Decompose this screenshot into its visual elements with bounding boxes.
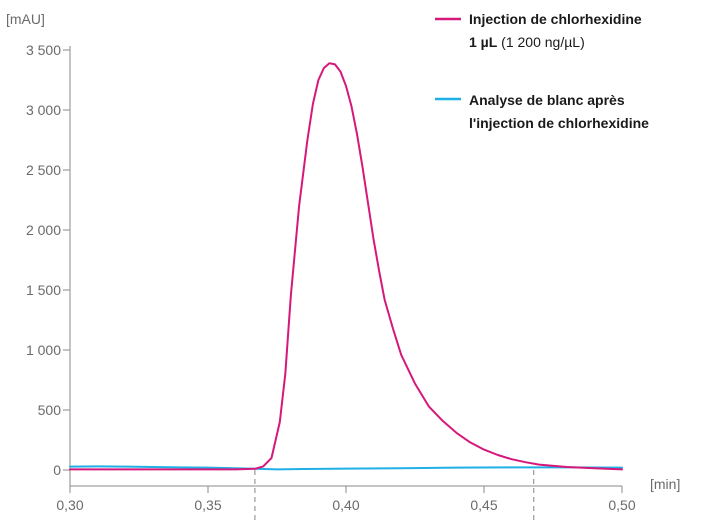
- legend-label-injection-line1: Injection de chlorhexidine: [469, 11, 642, 27]
- x-tick-label: 0,40: [332, 497, 359, 513]
- x-axis-unit-label: [min]: [650, 476, 680, 492]
- x-tick-label: 0,50: [608, 497, 635, 513]
- legend-label-injection-line2-normal: (1 200 ng/µL): [497, 34, 584, 50]
- y-tick-label: 3 500: [26, 42, 61, 58]
- legend-item-blank: Analyse de blanc après l'injection de ch…: [435, 92, 649, 131]
- x-tick-label: 0,35: [194, 497, 221, 513]
- y-tick-label: 2 000: [26, 222, 61, 238]
- x-axis: 0,30 0,35 0,40 0,45 0,50: [56, 485, 636, 513]
- y-axis: 0 500 1 000 1 500 2 000 2 500 3 000 3 500: [26, 42, 71, 486]
- integration-markers: [254, 470, 535, 521]
- legend-label-blank-line2-bold: l'injection de chlorhexidine: [469, 115, 649, 131]
- series-line-blank: [69, 465, 623, 471]
- legend-label-blank-line1-bold: Analyse de blanc après: [469, 92, 625, 108]
- legend-item-injection: Injection de chlorhexidine 1 µL (1 200 n…: [435, 11, 642, 50]
- y-tick-label: 2 500: [26, 162, 61, 178]
- legend: Injection de chlorhexidine 1 µL (1 200 n…: [435, 11, 649, 131]
- legend-label-injection-line2: 1 µL (1 200 ng/µL): [469, 34, 585, 50]
- series-line-injection: [69, 62, 623, 471]
- x-tick-label: 0,45: [470, 497, 497, 513]
- y-tick-label: 1 000: [26, 342, 61, 358]
- y-axis-unit-label: [mAU]: [6, 11, 45, 27]
- y-tick-label: 3 000: [26, 102, 61, 118]
- legend-label-injection-line2-bold: 1 µL: [469, 34, 498, 50]
- x-tick-label: 0,30: [56, 497, 83, 513]
- y-tick-label: 1 500: [26, 282, 61, 298]
- legend-label-blank-line2: l'injection de chlorhexidine: [469, 115, 649, 131]
- y-tick-label: 500: [38, 402, 62, 418]
- series-lines: [69, 62, 623, 471]
- y-tick-label: 0: [53, 462, 61, 478]
- legend-label-injection-line1-bold: Injection de chlorhexidine: [469, 11, 642, 27]
- legend-label-blank-line1: Analyse de blanc après: [469, 92, 625, 108]
